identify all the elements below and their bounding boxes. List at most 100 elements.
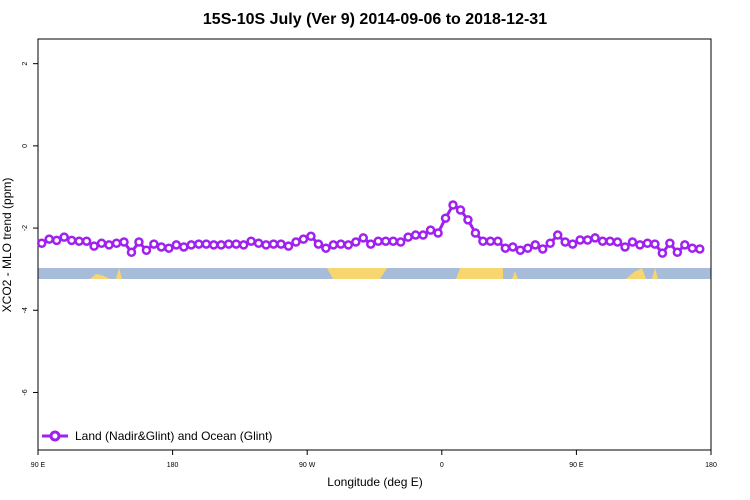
data-point [552, 230, 563, 240]
land-band [116, 268, 122, 279]
data-point [298, 234, 309, 244]
data-point [380, 236, 391, 246]
y-tick-label: 0 [22, 144, 29, 148]
data-point [493, 236, 503, 246]
data-point [605, 236, 615, 246]
data-point [650, 239, 660, 249]
data-point [66, 235, 77, 246]
data-point [545, 238, 555, 249]
data-point [216, 240, 226, 250]
data-point [410, 230, 421, 240]
x-tick-label: 90 W [299, 462, 316, 469]
land-band [512, 271, 518, 279]
data-point [612, 237, 623, 247]
data-point [96, 238, 107, 249]
x-tick-label: 0 [440, 462, 444, 469]
data-point [328, 240, 339, 250]
data-point [336, 239, 346, 249]
data-point [291, 237, 301, 247]
y-tick-label: 2 [22, 62, 29, 66]
data-point [194, 239, 204, 249]
data-point [36, 238, 47, 249]
data-point [597, 236, 608, 246]
data-point [171, 240, 182, 250]
y-tick-label: -2 [22, 225, 29, 231]
data-point [343, 240, 354, 250]
data-point [620, 242, 630, 252]
data-point [231, 239, 241, 249]
data-point [523, 243, 533, 253]
data-point [321, 243, 331, 253]
y-tick-label: -6 [22, 389, 29, 395]
land-band [626, 268, 646, 279]
data-point [515, 245, 526, 256]
data-point [201, 239, 211, 249]
data-point [695, 244, 705, 254]
land-band [652, 268, 658, 279]
data-point [238, 240, 249, 250]
legend-marker [49, 430, 61, 442]
data-point [59, 232, 69, 242]
data-point [440, 213, 451, 223]
data-point [276, 239, 286, 249]
data-point [246, 236, 256, 246]
x-tick-label: 180 [705, 462, 717, 469]
data-point [395, 237, 406, 247]
data-point [530, 240, 541, 250]
y-axis-label: XCO2 - MLO trend (ppm) [0, 178, 14, 313]
data-point [358, 233, 369, 243]
data-point [485, 236, 496, 246]
data-point [104, 240, 114, 250]
x-tick-label: 90 E [569, 462, 584, 469]
data-point [657, 248, 668, 258]
data-point [366, 239, 376, 249]
data-point [627, 237, 638, 247]
data-point [134, 237, 144, 247]
land-band [327, 268, 387, 279]
data-point [119, 237, 129, 247]
data-point [268, 239, 279, 249]
data-point [448, 200, 458, 210]
data-point [560, 237, 570, 247]
data-point [455, 205, 466, 215]
data-point [672, 247, 683, 258]
legend: Land (Nadir&Glint) and Ocean (Glint) [42, 429, 272, 443]
data-point [313, 239, 324, 249]
data-point [74, 236, 84, 246]
legend-label: Land (Nadir&Glint) and Ocean (Glint) [75, 429, 272, 443]
data-point [575, 235, 585, 245]
data-point [433, 228, 443, 238]
data-point [126, 247, 137, 258]
data-point [388, 236, 398, 246]
y-tick-label: -4 [22, 307, 29, 313]
data-point [478, 236, 488, 246]
data-point [111, 238, 122, 249]
data-point [164, 243, 174, 253]
data-point [373, 236, 383, 246]
data-point [470, 228, 481, 238]
data-point [141, 245, 152, 256]
data-point [81, 236, 92, 246]
data-point [418, 230, 428, 240]
data-point [89, 241, 99, 251]
data-point [253, 238, 264, 249]
data-point [156, 242, 167, 252]
data-point [425, 225, 436, 235]
data-point [687, 243, 698, 253]
data-point [508, 242, 518, 252]
land-ocean-strip [38, 268, 711, 279]
data-point [44, 234, 54, 244]
data-point [403, 232, 413, 242]
data-point [635, 240, 645, 250]
data-point [680, 240, 690, 250]
data-point [179, 242, 189, 252]
data-point [642, 238, 653, 249]
data-point [665, 238, 675, 249]
data-point [582, 235, 593, 245]
data-point [149, 239, 159, 249]
data-point [538, 244, 548, 254]
chart-title: 15S-10S July (Ver 9) 2014-09-06 to 2018-… [203, 11, 547, 28]
data-point [500, 243, 511, 253]
data-point [463, 215, 473, 225]
